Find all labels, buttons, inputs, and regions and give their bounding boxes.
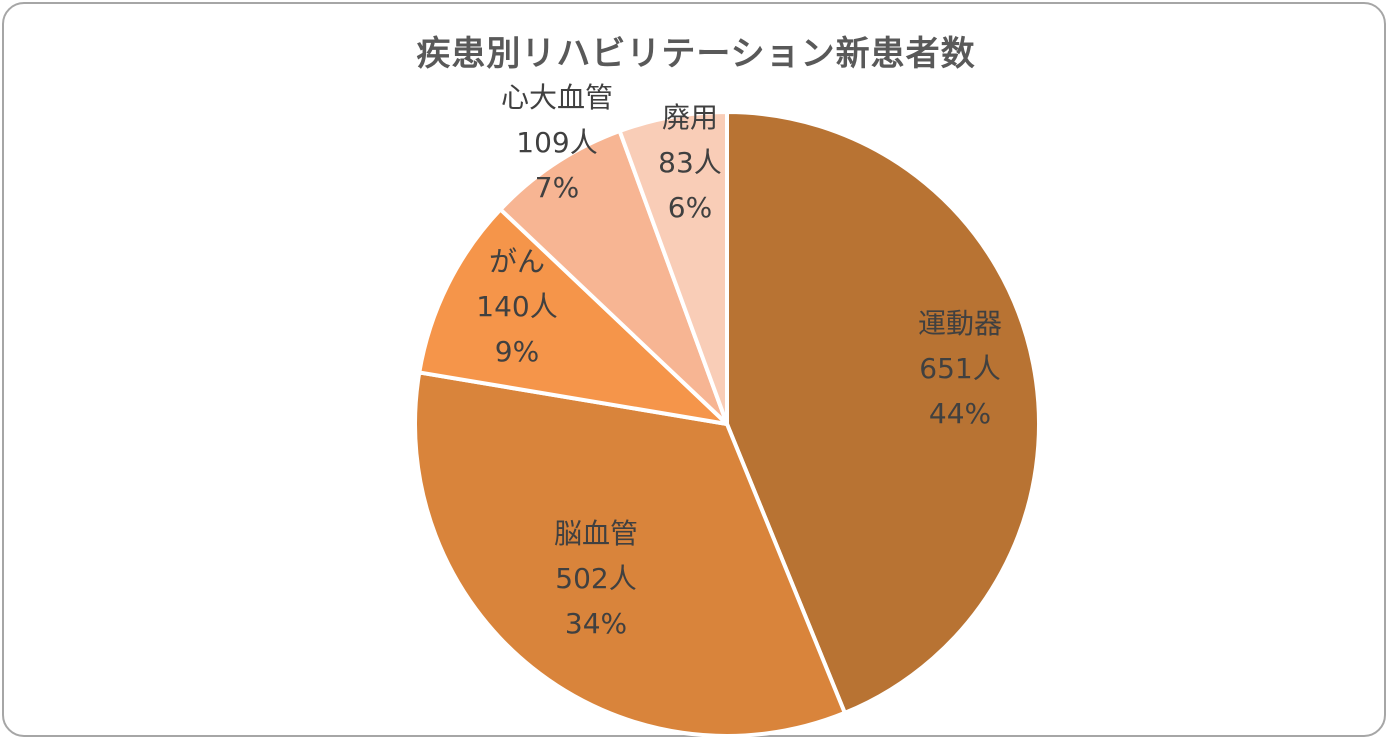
slice-label-value-1: 651人 xyxy=(919,352,1000,385)
slice-label-name-2: 脳血管 xyxy=(554,517,638,550)
slice-label-name-3: がん xyxy=(489,245,545,278)
slice-label-value-5: 83人 xyxy=(658,146,722,179)
slice-label-name-4: 心大血管 xyxy=(501,81,613,114)
slice-label-name-5: 廃用 xyxy=(662,101,718,134)
slice-label-percent-5: 6% xyxy=(668,191,712,224)
pie-slices xyxy=(413,110,1041,738)
slice-label-percent-4: 7% xyxy=(535,171,579,204)
chart-title: 疾患別リハビリテーション新患者数 xyxy=(416,34,976,74)
slice-label-value-3: 140人 xyxy=(476,290,557,323)
slice-label-value-2: 502人 xyxy=(555,562,636,595)
pie-slice-4 xyxy=(498,129,729,426)
pie-labels: 運動器 651人 44% 脳血管 502人 34% がん 140人 9% 心大血管 109人 7% 廃用… xyxy=(476,81,1002,640)
slice-label-name-1: 運動器 xyxy=(918,307,1002,340)
pie-slice-5 xyxy=(617,110,729,426)
pie-slice-1 xyxy=(725,110,1041,715)
pie-slice-3 xyxy=(417,207,729,426)
slice-label-percent-2: 34% xyxy=(565,607,627,640)
pie-slice-2 xyxy=(413,370,847,738)
slice-label-value-4: 109人 xyxy=(516,126,597,159)
slice-label-percent-3: 9% xyxy=(495,335,539,368)
slice-label-percent-1: 44% xyxy=(929,397,991,430)
